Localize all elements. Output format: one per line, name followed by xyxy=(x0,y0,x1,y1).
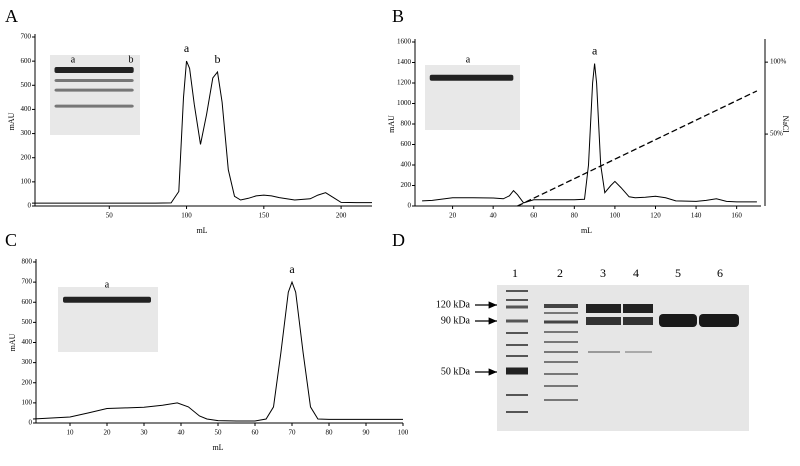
lane-2 xyxy=(544,304,578,401)
x-tick-label: 120 xyxy=(650,212,661,220)
y2-axis-label: NaCl xyxy=(781,116,790,134)
x-tick-label: 20 xyxy=(449,212,457,220)
lane-label: 3 xyxy=(600,266,606,280)
lanes-3-6 xyxy=(586,304,739,353)
y-tick-label: 500 xyxy=(21,81,32,89)
x-tick-label: 200 xyxy=(336,212,347,220)
inset-band xyxy=(54,79,134,82)
x-tick-label: 140 xyxy=(691,212,702,220)
y-tick-label: 600 xyxy=(401,140,412,148)
y-tick-label: 0 xyxy=(29,419,33,427)
x-tick-label: 100 xyxy=(181,212,192,220)
y-tick-label: 1000 xyxy=(397,99,412,107)
y2-tick-label: 50% xyxy=(770,130,783,138)
x-tick-label: 60 xyxy=(252,429,260,437)
x-tick-label: 80 xyxy=(326,429,334,437)
y-tick-label: 200 xyxy=(21,153,32,161)
x-tick-label: 100 xyxy=(610,212,621,220)
lane-label: 2 xyxy=(557,266,563,280)
x-tick-label: 160 xyxy=(731,212,742,220)
lane-label: 6 xyxy=(717,266,723,280)
y-tick-label: 1400 xyxy=(397,58,412,66)
y-axis-label: mAU xyxy=(387,115,396,133)
inset-label: a xyxy=(71,54,76,65)
y-tick-label: 100 xyxy=(22,398,33,406)
panel-label: B xyxy=(392,6,404,26)
x-axis-label: mL xyxy=(196,226,207,235)
y-tick-label: 1200 xyxy=(397,79,412,87)
peak-annotation: a xyxy=(289,262,295,276)
y-tick-label: 400 xyxy=(21,105,32,113)
panel-label: A xyxy=(5,6,18,26)
inset-gel xyxy=(58,287,158,352)
inset-band xyxy=(63,296,151,303)
gel-d xyxy=(497,285,749,431)
inset-gel xyxy=(50,55,140,135)
series-line xyxy=(32,60,372,204)
y-tick-label: 100 xyxy=(21,177,32,185)
x-tick-label: 50 xyxy=(215,429,223,437)
x-axis-label: mL xyxy=(212,443,223,452)
peak-annotation: a xyxy=(592,43,598,57)
lane-label: 4 xyxy=(633,266,639,280)
x-tick-label: 50 xyxy=(106,212,114,220)
inset-label: a xyxy=(466,54,471,65)
x-tick-label: 40 xyxy=(490,212,498,220)
inset-label: b xyxy=(129,54,134,65)
y-tick-label: 1600 xyxy=(397,38,412,46)
lane-label: 1 xyxy=(512,266,518,280)
y2-tick-label: 100% xyxy=(770,58,787,66)
y-tick-label: 200 xyxy=(401,181,412,189)
x-tick-label: 10 xyxy=(67,429,75,437)
inset-band xyxy=(54,67,134,73)
inset-band xyxy=(54,88,134,92)
x-tick-label: 40 xyxy=(178,429,186,437)
y-tick-label: 0 xyxy=(28,202,32,210)
y-tick-label: 700 xyxy=(21,33,32,41)
x-tick-label: 150 xyxy=(259,212,270,220)
y-tick-label: 400 xyxy=(401,161,412,169)
y-tick-label: 800 xyxy=(401,120,412,128)
y-tick-label: 500 xyxy=(22,318,33,326)
y-tick-label: 300 xyxy=(21,129,32,137)
x-tick-label: 100 xyxy=(398,429,409,437)
x-tick-label: 30 xyxy=(141,429,149,437)
y-tick-label: 200 xyxy=(22,378,33,386)
inset-band xyxy=(54,104,134,108)
y-tick-label: 800 xyxy=(22,258,33,266)
y-tick-label: 300 xyxy=(22,358,33,366)
y-axis-label: mAU xyxy=(8,333,17,351)
inset-band xyxy=(429,74,514,81)
y-tick-label: 0 xyxy=(408,202,412,210)
x-tick-label: 20 xyxy=(104,429,112,437)
marker-label: 50 kDa xyxy=(441,366,471,377)
panel-label: C xyxy=(5,230,17,250)
y-tick-label: 600 xyxy=(21,57,32,65)
y-tick-label: 700 xyxy=(22,278,33,286)
y-tick-label: 400 xyxy=(22,338,33,346)
ladder xyxy=(506,290,528,413)
series-line xyxy=(422,63,757,204)
x-tick-label: 80 xyxy=(571,212,579,220)
marker-label: 120 kDa xyxy=(436,299,471,310)
x-axis-label: mL xyxy=(581,226,592,235)
x-tick-label: 70 xyxy=(289,429,297,437)
x-tick-label: 60 xyxy=(530,212,538,220)
y-tick-label: 600 xyxy=(22,298,33,306)
peak-annotation: b xyxy=(214,52,220,66)
marker-label: 90 kDa xyxy=(441,315,471,326)
inset-gel xyxy=(425,65,520,130)
series-line xyxy=(517,90,758,207)
inset-label: a xyxy=(105,279,110,290)
lane-label: 5 xyxy=(675,266,681,280)
peak-annotation: a xyxy=(184,41,190,55)
series-line xyxy=(32,280,403,422)
panel-label: D xyxy=(392,230,405,250)
y-axis-label: mAU xyxy=(7,112,16,130)
x-tick-label: 90 xyxy=(363,429,371,437)
